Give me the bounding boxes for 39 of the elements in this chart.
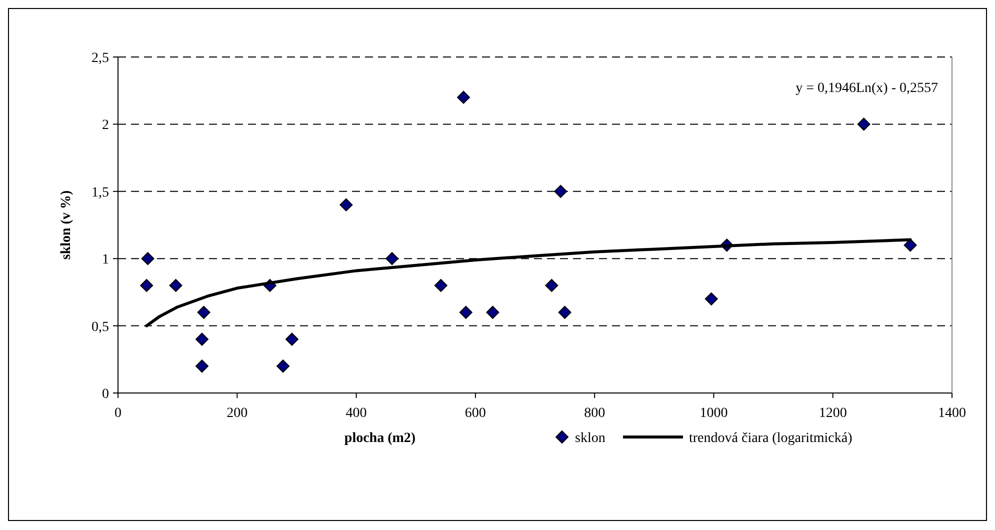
point [169, 278, 182, 292]
y-tick-label: 0 [102, 387, 109, 402]
point [904, 238, 917, 252]
y-tick-label: 1 [102, 252, 109, 268]
point [857, 118, 870, 131]
x-tick-label: 1200 [818, 406, 847, 421]
y-tick-label: 2 [102, 118, 109, 134]
point [457, 90, 470, 104]
annotation: y = 0,1946Ln(x) - 0,2557 [796, 81, 938, 96]
x-tick-label: 600 [464, 406, 486, 421]
legend-label: trendová čiara (logaritmická) [689, 431, 853, 446]
point [386, 252, 399, 266]
point [140, 278, 154, 292]
point [558, 306, 572, 319]
point [340, 198, 353, 212]
point [545, 278, 558, 292]
point [276, 360, 290, 373]
point [195, 332, 208, 346]
y-axis-title: sklon (v %) [59, 190, 74, 260]
point [554, 184, 568, 198]
x-axis-title: plocha (m2) [344, 431, 416, 446]
x-tick-label: 800 [584, 406, 606, 421]
x-tick-label: 400 [346, 406, 367, 421]
point [486, 306, 500, 319]
legend-label: sklon [575, 431, 606, 446]
point [285, 332, 298, 346]
point [704, 292, 718, 306]
point [434, 278, 448, 292]
point [195, 360, 208, 373]
y-tick-label: 0,5 [92, 320, 109, 335]
x-tick-label: 0 [114, 406, 122, 421]
y-tick-label: 2,5 [92, 51, 109, 66]
point [141, 252, 154, 266]
x-tick-label: 1000 [700, 406, 728, 421]
point [197, 306, 210, 319]
point [459, 306, 472, 319]
x-tick-label: 1400 [938, 406, 966, 421]
y-tick-label: 1,5 [92, 185, 109, 200]
x-tick-label: 200 [226, 406, 248, 421]
